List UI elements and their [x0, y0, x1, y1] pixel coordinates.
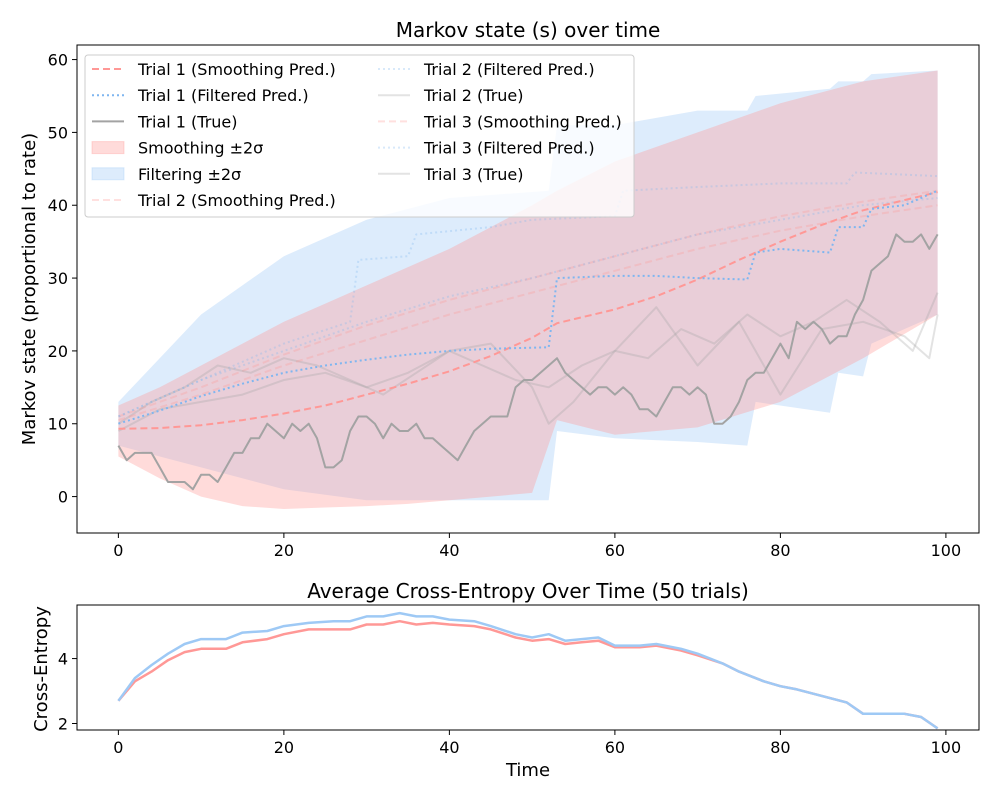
series-trial-1-smoothing-pred	[118, 191, 938, 430]
top-x-tick-label: 100	[931, 541, 962, 560]
top-y-tick-label: 0	[58, 488, 68, 507]
cross-entropy-chart: Average Cross-Entropy Over Time (50 tria…	[31, 579, 980, 781]
top-y-tick-label: 50	[48, 123, 68, 142]
top-legend: Trial 1 (Smoothing Pred.) Trial 1 (Filter…	[84, 54, 635, 218]
legend-swatch	[91, 141, 125, 155]
bottom-y-axis-label: Cross-Entropy	[31, 606, 52, 732]
top-y-axis-label: Markov state (proportional to rate)	[19, 133, 40, 445]
top-y-tick-label: 30	[48, 269, 68, 288]
legend-label: Trial 3 (Smoothing Pred.)	[423, 112, 622, 131]
legend-entry: Trial 3 (True)	[378, 165, 524, 184]
legend-entry: Trial 3 (Smoothing Pred.)	[378, 112, 622, 131]
bottom-y-tick-label: 4	[58, 650, 68, 669]
legend-label: Trial 2 (Smoothing Pred.)	[137, 191, 336, 210]
series-trial-3-smoothing-pred	[118, 204, 938, 422]
top-x-tick-label: 40	[439, 541, 459, 560]
legend-entry: Trial 1 (True)	[92, 112, 238, 131]
legend-entry: Filtering ±2σ	[91, 165, 241, 184]
bottom-x-tick-label: 100	[931, 738, 962, 757]
top-axes-frame	[76, 44, 980, 534]
series-trial-1-true	[117, 233, 939, 491]
legend-label: Trial 3 (Filtered Pred.)	[423, 139, 595, 158]
bottom-axes-frame	[76, 604, 980, 731]
legend-entry: Trial 3 (Filtered Pred.)	[378, 139, 595, 158]
bottom-y-tick-label: 2	[58, 715, 68, 734]
legend-entry: Trial 1 (Filtered Pred.)	[92, 86, 309, 105]
top-x-ticks: 0 20 40 60 80 100	[113, 533, 961, 560]
legend-entry: Trial 2 (True)	[378, 86, 524, 105]
legend-label: Trial 1 (Smoothing Pred.)	[137, 60, 336, 79]
cross-entropy-line-1	[117, 611, 939, 730]
top-x-tick-label: 80	[770, 541, 790, 560]
bottom-x-ticks: 0 20 40 60 80 100	[113, 730, 961, 757]
legend-label: Filtering ±2σ	[138, 165, 241, 184]
top-x-tick-label: 20	[274, 541, 294, 560]
legend-entry: Trial 2 (Smoothing Pred.)	[92, 191, 336, 210]
bottom-x-tick-label: 40	[439, 738, 459, 757]
bottom-x-tick-label: 20	[274, 738, 294, 757]
series-trial-2-filtered-pred	[117, 171, 938, 418]
top-y-tick-label: 10	[48, 415, 68, 434]
legend-label: Trial 2 (True)	[423, 86, 524, 105]
legend-label: Trial 2 (Filtered Pred.)	[423, 60, 595, 79]
top-y-ticks: 0 10 20 30 40 50 60	[48, 51, 77, 507]
legend-entry: Trial 1 (Smoothing Pred.)	[92, 60, 336, 79]
series-trial-2-smoothing-pred	[118, 189, 938, 418]
top-y-tick-label: 40	[48, 196, 68, 215]
series-trial-2-true	[117, 292, 939, 425]
bottom-chart-title: Average Cross-Entropy Over Time (50 tria…	[307, 579, 749, 603]
legend-entry: Smoothing ±2σ	[91, 139, 263, 158]
bottom-x-tick-label: 60	[605, 738, 625, 757]
markov-state-chart: Markov state (s) over time 0 20 40 60 80 100 …	[19, 18, 980, 560]
bottom-x-axis-label: Time	[505, 760, 550, 781]
legend-frame	[84, 54, 635, 218]
top-x-tick-label: 60	[605, 541, 625, 560]
legend-label: Trial 1 (True)	[137, 112, 238, 131]
top-x-tick-label: 0	[113, 541, 123, 560]
band-filtering-2	[118, 70, 938, 501]
band-smoothing-2	[118, 70, 938, 509]
top-plot-area	[117, 70, 939, 509]
legend-label: Smoothing ±2σ	[138, 139, 263, 158]
top-chart-title: Markov state (s) over time	[396, 18, 661, 42]
bottom-x-tick-label: 80	[770, 738, 790, 757]
legend-entry: Trial 2 (Filtered Pred.)	[378, 60, 595, 79]
top-y-tick-label: 20	[48, 342, 68, 361]
series-trial-3-filtered-pred	[117, 197, 938, 418]
bottom-y-ticks: 24	[58, 650, 77, 734]
bottom-x-tick-label: 0	[113, 738, 123, 757]
legend-label: Trial 3 (True)	[423, 165, 524, 184]
bottom-plot-area	[117, 611, 939, 730]
series-trial-3-true	[117, 306, 939, 432]
legend-swatch	[91, 167, 125, 181]
legend-label: Trial 1 (Filtered Pred.)	[137, 86, 309, 105]
top-y-tick-label: 60	[48, 51, 68, 70]
